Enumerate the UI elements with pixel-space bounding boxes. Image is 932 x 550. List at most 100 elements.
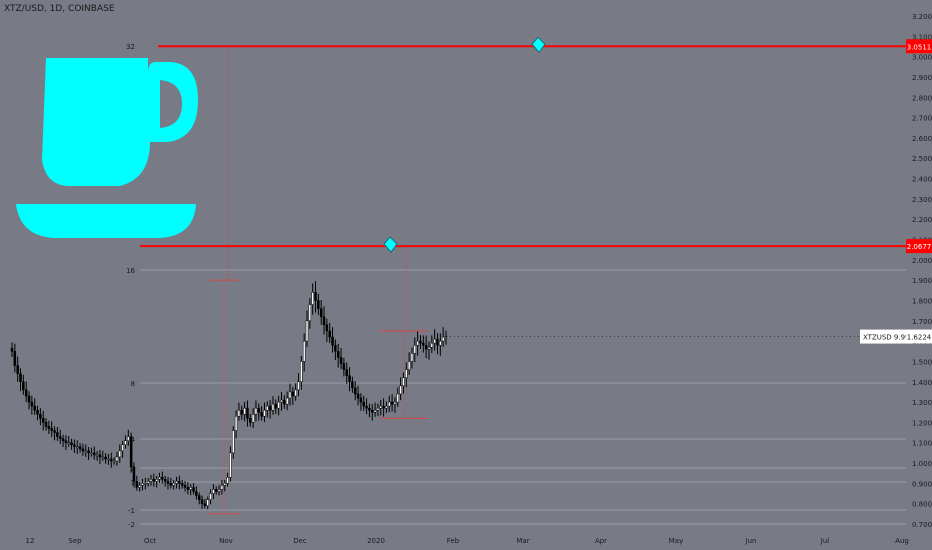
symbol-change-label: XTZUSD 9.99%	[863, 334, 917, 342]
candle	[234, 410, 238, 439]
candle	[285, 391, 289, 411]
candle-body	[56, 432, 59, 437]
candle	[385, 401, 388, 413]
candle	[300, 355, 303, 390]
candle	[24, 381, 28, 403]
candle-body	[441, 336, 445, 342]
candle	[75, 440, 79, 455]
candle-body	[407, 361, 411, 370]
candle-body	[180, 483, 184, 486]
candle-body	[424, 344, 428, 350]
candle-body	[243, 407, 246, 415]
candle	[388, 395, 391, 413]
candle	[280, 392, 283, 411]
candle	[217, 485, 221, 496]
candle	[405, 362, 408, 388]
candle	[240, 405, 244, 421]
candle	[212, 484, 215, 500]
candle	[268, 399, 272, 419]
candle	[161, 471, 164, 484]
candle-body	[430, 342, 434, 348]
candle-body	[399, 385, 402, 395]
candle	[44, 418, 48, 431]
candle-body	[263, 409, 266, 417]
candle	[368, 403, 371, 418]
time-tick-label: 2020	[367, 537, 385, 545]
candle	[127, 429, 130, 446]
candle-body	[422, 342, 425, 346]
candle-body	[169, 483, 173, 486]
candle	[84, 444, 88, 457]
time-tick-label: Jul	[820, 537, 830, 545]
candle-body	[246, 407, 249, 419]
candle-body	[436, 338, 439, 346]
candle-body	[178, 481, 181, 484]
candle	[149, 474, 153, 486]
candle-body	[336, 351, 340, 358]
candle-body	[359, 397, 363, 403]
last-price-label: 1.6224	[907, 334, 932, 342]
candle	[180, 480, 184, 489]
candle	[129, 432, 133, 473]
price-tick-label: 0.7000	[912, 521, 932, 529]
candle-body	[328, 330, 331, 338]
candle	[362, 395, 365, 411]
candle	[246, 400, 249, 427]
left-scale-label: 32	[126, 43, 135, 51]
candle	[302, 333, 306, 372]
candle	[50, 421, 53, 438]
candle-body	[144, 483, 147, 485]
candle-body	[41, 418, 45, 423]
candle	[172, 480, 175, 490]
candle-body	[84, 450, 88, 453]
candle	[73, 439, 76, 453]
candle	[95, 451, 99, 461]
candle-body	[294, 389, 297, 397]
candle-body	[146, 481, 150, 484]
left-scale-label: 4	[131, 436, 136, 444]
tag-icon	[383, 236, 398, 253]
left-scale-label: 1	[131, 479, 135, 487]
candle	[322, 306, 326, 335]
candle-body	[70, 442, 73, 446]
candle-body	[110, 458, 113, 462]
candle	[260, 406, 263, 421]
candle-body	[413, 344, 417, 354]
measure-bracket	[208, 279, 240, 515]
candle	[98, 449, 102, 464]
candle-body	[331, 336, 334, 346]
candle	[10, 342, 14, 357]
candle-body	[427, 346, 431, 350]
candle-body	[75, 446, 79, 449]
candle	[291, 386, 295, 405]
candle-body	[405, 369, 408, 378]
candle-body	[212, 489, 215, 494]
candle	[36, 405, 39, 421]
candle-body	[132, 466, 136, 482]
candle-body	[416, 340, 419, 346]
candle-body	[368, 407, 371, 411]
candle	[58, 429, 62, 444]
resistance-price-label: 2.0677	[907, 243, 932, 251]
candle-body	[186, 487, 190, 490]
left-scale-label: 8	[131, 380, 135, 388]
candle	[439, 333, 442, 356]
price-tick-label: 1.7000	[912, 318, 932, 326]
candle	[146, 477, 150, 487]
price-tick-label: 2.7000	[912, 115, 932, 123]
candle	[308, 298, 312, 329]
candle-body	[129, 436, 133, 468]
candle	[396, 387, 400, 407]
candle-body	[390, 401, 394, 405]
candle	[413, 337, 417, 363]
candle	[370, 404, 374, 421]
candle-body	[209, 493, 212, 500]
candle	[56, 426, 59, 441]
tag-icon	[531, 36, 546, 54]
candle-body	[419, 340, 422, 344]
